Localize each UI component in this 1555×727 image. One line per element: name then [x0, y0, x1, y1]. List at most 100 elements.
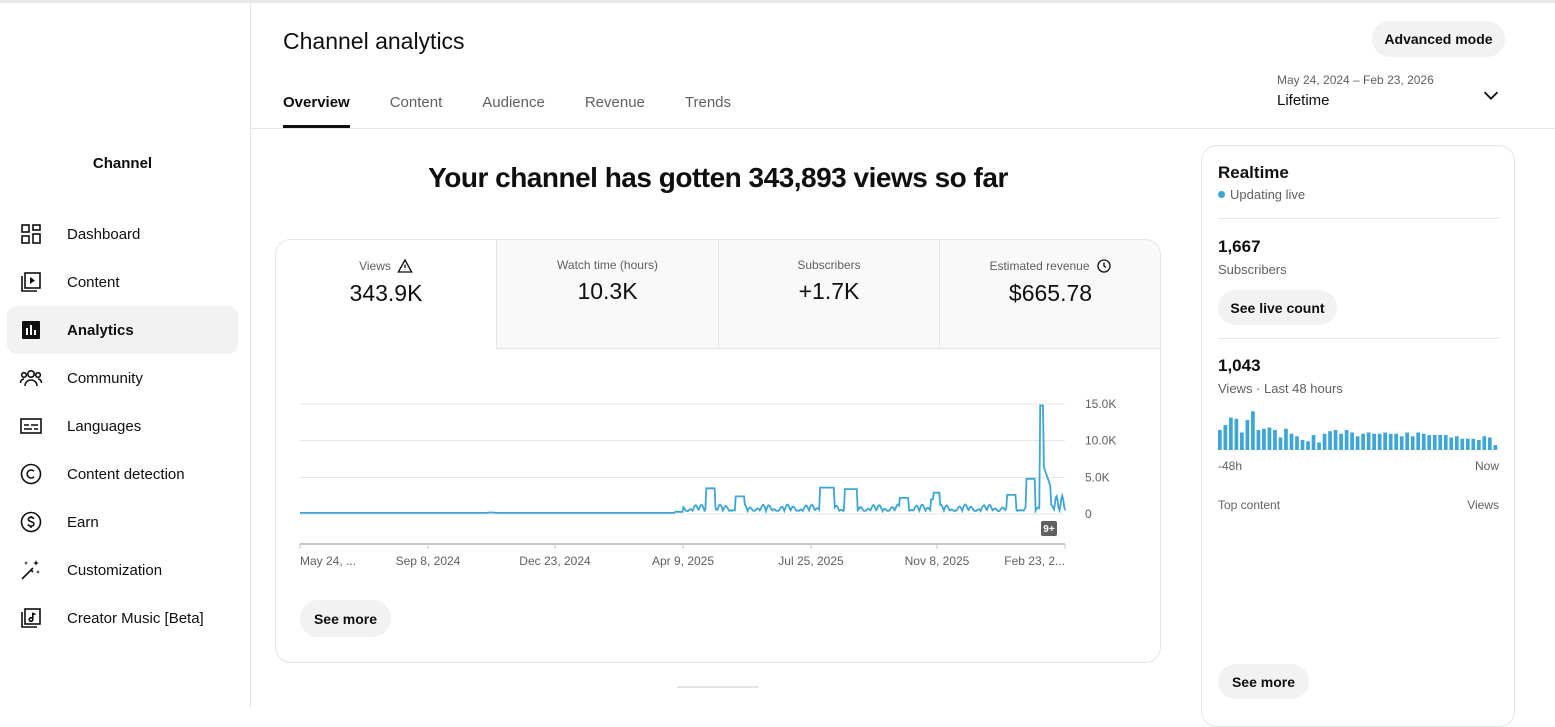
- sidebar-nav: Dashboard Content Analytics Community La…: [7, 210, 238, 642]
- realtime-bar: [1317, 442, 1321, 450]
- sidebar-item-content[interactable]: Content: [7, 258, 238, 306]
- divider: [1218, 338, 1499, 339]
- realtime-subscribers-label: Subscribers: [1218, 262, 1287, 277]
- realtime-bar: [1344, 430, 1349, 450]
- realtime-bar: [1311, 435, 1316, 450]
- sidebar-item-community[interactable]: Community: [7, 354, 238, 402]
- realtime-views-label: Views · Last 48 hours: [1218, 381, 1343, 396]
- creator-music-icon: [21, 608, 41, 628]
- realtime-live-status: Updating live: [1218, 187, 1305, 202]
- chart-x-tick-label: Nov 8, 2025: [905, 554, 970, 568]
- chart-x-tick-label: Jul 25, 2025: [778, 554, 844, 568]
- realtime-bar: [1262, 428, 1266, 450]
- realtime-bar: [1405, 432, 1410, 450]
- chart-y-tick-label: 5.0K: [1085, 470, 1110, 484]
- realtime-bar: [1361, 433, 1365, 450]
- chart-x-tick-label: May 24, ...: [300, 554, 356, 568]
- channel-label: Channel: [92, 155, 153, 172]
- realtime-bar: [1328, 431, 1332, 450]
- realtime-card: Realtime Updating live 1,667 Subscribers…: [1201, 145, 1515, 727]
- realtime-bar: [1339, 433, 1343, 450]
- sidebar-item-label: Languages: [67, 417, 142, 435]
- realtime-bar: [1229, 417, 1233, 450]
- chart-grid: [300, 403, 1065, 545]
- see-live-count-button[interactable]: See live count: [1218, 290, 1337, 325]
- sidebar-item-analytics[interactable]: Analytics: [7, 306, 238, 354]
- tab-content[interactable]: Content: [389, 94, 443, 111]
- page-title: Channel analytics: [283, 28, 465, 54]
- sidebar-item-languages[interactable]: Languages: [7, 402, 238, 450]
- realtime-bar: [1256, 430, 1261, 450]
- sidebar-item-earn[interactable]: Earn: [7, 498, 238, 546]
- realtime-bar: [1267, 427, 1272, 450]
- analytics-icon: [22, 321, 40, 339]
- realtime-bar: [1443, 435, 1448, 450]
- sidebar-item-customization[interactable]: Customization: [7, 546, 238, 594]
- sidebar-item-label: Earn: [67, 513, 99, 531]
- chart-badge-label: 9+: [1043, 524, 1055, 535]
- metric-value: $665.78: [1008, 280, 1093, 306]
- realtime-bar: [1218, 430, 1222, 450]
- realtime-bar: [1234, 418, 1239, 450]
- tab-audience[interactable]: Audience: [482, 94, 545, 111]
- see-more-button[interactable]: See more: [300, 600, 391, 637]
- realtime-subscribers-value: 1,667: [1218, 237, 1261, 256]
- copyright-icon: [20, 463, 42, 485]
- metric-tab-views[interactable]: Views 343.9K: [276, 240, 496, 348]
- chart-x-ticks: May 24, ... Sep 8, 2024 Dec 23, 2024 Apr 9,…: [299, 544, 1066, 568]
- metric-label: Estimated revenue: [989, 259, 1090, 273]
- live-dot-icon: [1218, 191, 1225, 198]
- realtime-bar: [1366, 432, 1371, 450]
- realtime-bar-chart: [1218, 411, 1498, 450]
- metric-tab-revenue[interactable]: Estimated revenue $665.78: [939, 240, 1160, 349]
- realtime-bar: [1493, 445, 1498, 450]
- realtime-bar: [1383, 432, 1387, 450]
- tab-overview[interactable]: Overview: [283, 84, 350, 128]
- date-range[interactable]: May 24, 2024 – Feb 23, 2026: [1277, 73, 1434, 87]
- realtime-bar: [1284, 428, 1288, 450]
- chart-badge[interactable]: 9+: [1041, 521, 1057, 536]
- realtime-bar: [1300, 440, 1305, 450]
- sidebar-item-dashboard[interactable]: Dashboard: [7, 210, 238, 258]
- realtime-bar: [1432, 435, 1437, 450]
- views-chart: 15.0K 10.0K 5.0K 0 May 24, ... Sep 8, 2024 De…: [299, 397, 1116, 568]
- sidebar-item-content-detection[interactable]: Content detection: [7, 450, 238, 498]
- chart-series-line: [300, 404, 1066, 515]
- customization-icon: [21, 560, 40, 580]
- realtime-axis-end: Now: [1474, 459, 1499, 473]
- metric-tab-watch-time[interactable]: Watch time (hours) 10.3K: [496, 240, 718, 349]
- chart-x-tick-label: Sep 8, 2024: [396, 554, 461, 568]
- realtime-bar: [1410, 436, 1415, 450]
- date-period-label[interactable]: Lifetime: [1277, 92, 1330, 109]
- chart-x-tick-label: Apr 9, 2025: [652, 554, 714, 568]
- live-label: Updating live: [1230, 187, 1306, 202]
- realtime-bar: [1278, 437, 1283, 450]
- header-divider: [251, 128, 1555, 129]
- divider: [1218, 218, 1499, 219]
- realtime-bar: [1372, 433, 1376, 450]
- sidebar-item-label: Creator Music [Beta]: [67, 609, 204, 627]
- metric-tab-subscribers[interactable]: Subscribers +1.7K: [718, 240, 939, 349]
- tab-trends[interactable]: Trends: [684, 94, 732, 111]
- metrics-card: Views 343.9K Watch time (hours) 10.3K Su…: [275, 239, 1161, 663]
- views-headline: Your channel has gotten 343,893 views so…: [428, 162, 1008, 193]
- advanced-mode-button[interactable]: Advanced mode: [1372, 21, 1505, 57]
- realtime-bar: [1289, 433, 1294, 450]
- sidebar-item-creator-music[interactable]: Creator Music [Beta]: [7, 594, 238, 642]
- sidebar-item-label: Customization: [67, 561, 163, 579]
- sidebar-item-label: Analytics: [67, 321, 134, 339]
- chevron-down-icon[interactable]: [1480, 84, 1502, 106]
- realtime-bar: [1427, 435, 1432, 450]
- realtime-bar: [1394, 433, 1399, 450]
- metric-label: Views: [359, 259, 391, 273]
- realtime-axis-start: -48h: [1218, 459, 1243, 473]
- realtime-bar: [1350, 432, 1354, 450]
- metric-value: 10.3K: [577, 278, 638, 304]
- realtime-bar: [1471, 438, 1476, 450]
- chart-y-tick-label: 10.0K: [1085, 434, 1116, 448]
- realtime-see-more-button[interactable]: See more: [1218, 664, 1309, 699]
- scroll-indicator: [677, 686, 759, 688]
- realtime-bar: [1251, 411, 1255, 450]
- realtime-bar: [1306, 441, 1310, 450]
- tab-revenue[interactable]: Revenue: [584, 94, 645, 111]
